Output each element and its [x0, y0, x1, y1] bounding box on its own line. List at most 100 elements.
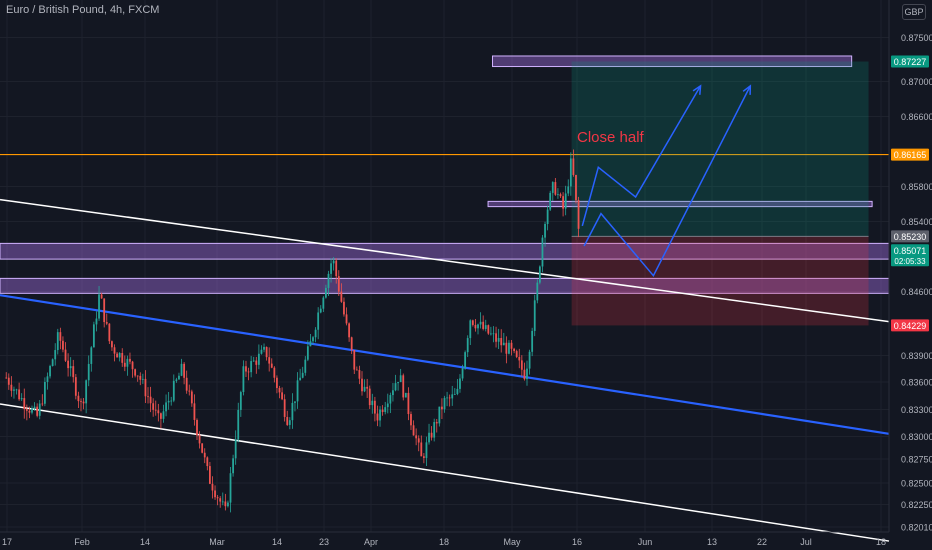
y-tick-label: 0.82750 [901, 455, 932, 465]
candle-body [10, 384, 13, 391]
candle-body [479, 321, 482, 325]
time-axis[interactable]: 17 Feb 14 Mar 14 23 Apr 18 May 16 Jun 13 22 Jul 18 [0, 531, 889, 547]
candle-body [51, 359, 54, 367]
symbol-title[interactable]: Euro / British Pound, 4h, FXCM [6, 4, 160, 16]
close-half-annotation[interactable]: Close half [577, 129, 644, 146]
candle-body [417, 438, 420, 443]
candle-body [28, 410, 31, 413]
candle-body [278, 388, 281, 393]
countdown-label: 02:05:33 [894, 257, 926, 266]
candle-body [474, 324, 477, 329]
candle-body [229, 473, 232, 503]
x-tick-label: 23 [319, 537, 329, 547]
candle-body [520, 360, 523, 370]
candle-body [366, 386, 369, 389]
candle-body [62, 340, 64, 350]
candle-body [325, 287, 327, 298]
y-tick-label: 0.82500 [901, 479, 932, 489]
candle-body [317, 312, 320, 330]
projection-arrows[interactable] [581, 84, 752, 278]
price-axis[interactable]: 0.87500 0.87000 0.86600 0.85800 0.85400 0.846… [888, 0, 932, 533]
candle-body [544, 223, 546, 238]
candle-body [412, 425, 415, 436]
candle-body [118, 352, 121, 358]
candle-body [134, 369, 137, 376]
candle-body [536, 282, 539, 301]
price-tag [891, 148, 929, 161]
candle-body [165, 402, 167, 412]
candle-body [572, 158, 575, 175]
candle-body [286, 416, 289, 425]
candle-body [247, 371, 250, 373]
candle-body [131, 361, 134, 370]
candle-body [98, 294, 100, 319]
price-tag-label: 0.86165 [894, 150, 927, 160]
candle-body [577, 200, 580, 229]
candle-body [469, 320, 472, 339]
y-tick-label: 0.85800 [901, 182, 932, 192]
blue-trendline [0, 294, 890, 435]
candle-body [554, 182, 557, 195]
candle-body [252, 360, 255, 362]
candle-body [407, 392, 410, 415]
candle-body [54, 350, 57, 360]
candle-body [188, 390, 191, 392]
candle-body [384, 407, 387, 412]
candle-body [144, 378, 147, 397]
candle-body [139, 375, 142, 380]
candle-body [443, 397, 446, 410]
candle-body [299, 377, 302, 381]
candle-body [105, 322, 108, 324]
candle-body [402, 375, 405, 398]
candle-body [23, 398, 26, 410]
candle-body [294, 401, 296, 403]
x-tick-label: 16 [572, 537, 582, 547]
candle-body [523, 369, 526, 380]
candle-body [322, 297, 325, 309]
candle-body [309, 341, 312, 347]
candle-body [497, 337, 500, 342]
candle-body [7, 377, 10, 385]
candle-body [175, 379, 178, 381]
candle-body [108, 323, 111, 342]
candle-body [129, 358, 131, 362]
candle-body [446, 397, 448, 399]
candle-body [569, 158, 572, 187]
candle-body [87, 363, 90, 381]
candle-body [368, 388, 371, 406]
candle-body [345, 314, 348, 324]
currency-badge[interactable]: GBP [902, 4, 926, 20]
trendlines[interactable] [0, 198, 890, 542]
candle-body [15, 389, 18, 391]
candle-body [327, 273, 330, 288]
candle-body [208, 466, 211, 484]
candle-body [559, 194, 562, 197]
x-tick-label: Jul [800, 537, 812, 547]
x-tick-label: 14 [272, 537, 282, 547]
candle-body [312, 337, 314, 342]
candle-body [425, 442, 428, 458]
candle-body [13, 389, 15, 391]
candle-body [538, 266, 541, 283]
price-tag-label: 0.85071 [894, 246, 927, 256]
candle-body [482, 321, 485, 329]
long-position-tool[interactable] [571, 61, 869, 326]
candle-body [363, 386, 366, 392]
y-tick-label: 0.83300 [901, 405, 932, 415]
candle-body [484, 325, 487, 329]
candle-body [69, 366, 72, 369]
candle-body [492, 333, 495, 335]
candle-body [518, 356, 521, 361]
candle-body [276, 377, 278, 389]
candle-body [41, 403, 44, 405]
candle-body [392, 390, 394, 396]
candle-body [263, 346, 265, 350]
y-tick-label: 0.85400 [901, 217, 932, 227]
candle-body [80, 401, 82, 402]
candle-body [90, 347, 93, 364]
candle-body [157, 410, 160, 414]
candle-body [430, 432, 433, 438]
candle-body [36, 406, 39, 416]
candle-body [121, 352, 124, 363]
